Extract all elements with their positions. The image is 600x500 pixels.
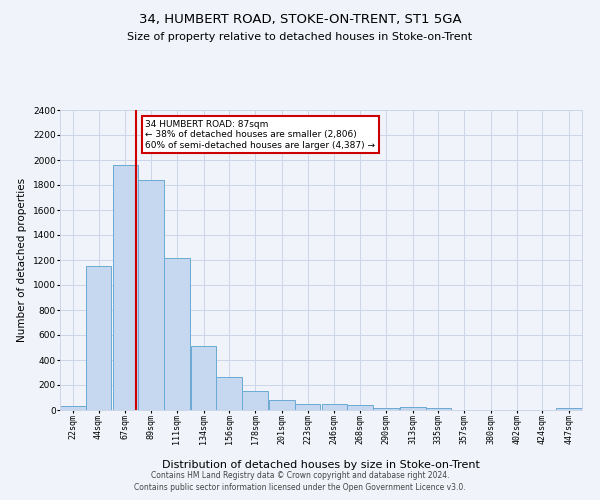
Bar (191, 346, 217, 410)
Text: Distribution of detached houses by size in Stoke-on-Trent: Distribution of detached houses by size … (162, 460, 480, 470)
Text: 34, HUMBERT ROAD, STOKE-ON-TRENT, ST1 5GA: 34, HUMBERT ROAD, STOKE-ON-TRENT, ST1 5G… (139, 12, 461, 26)
Bar (86, 266, 112, 410)
Text: Contains HM Land Registry data © Crown copyright and database right 2024.
Contai: Contains HM Land Registry data © Crown c… (134, 471, 466, 492)
Bar (217, 377, 242, 410)
Text: Size of property relative to detached houses in Stoke-on-Trent: Size of property relative to detached ho… (127, 32, 473, 42)
Bar (242, 390, 268, 410)
Text: 34 HUMBERT ROAD: 87sqm
← 38% of detached houses are smaller (2,806)
60% of semi-: 34 HUMBERT ROAD: 87sqm ← 38% of detached… (145, 120, 375, 150)
Bar (373, 408, 398, 410)
Bar (322, 404, 347, 410)
Bar (113, 165, 138, 410)
Bar (556, 408, 582, 410)
Bar (60, 406, 86, 410)
Bar (164, 258, 190, 410)
Bar (138, 180, 164, 410)
Bar (347, 405, 373, 410)
Bar (295, 404, 320, 410)
Y-axis label: Number of detached properties: Number of detached properties (17, 178, 27, 342)
Bar (425, 408, 451, 410)
Bar (400, 407, 425, 410)
Bar (269, 400, 295, 410)
